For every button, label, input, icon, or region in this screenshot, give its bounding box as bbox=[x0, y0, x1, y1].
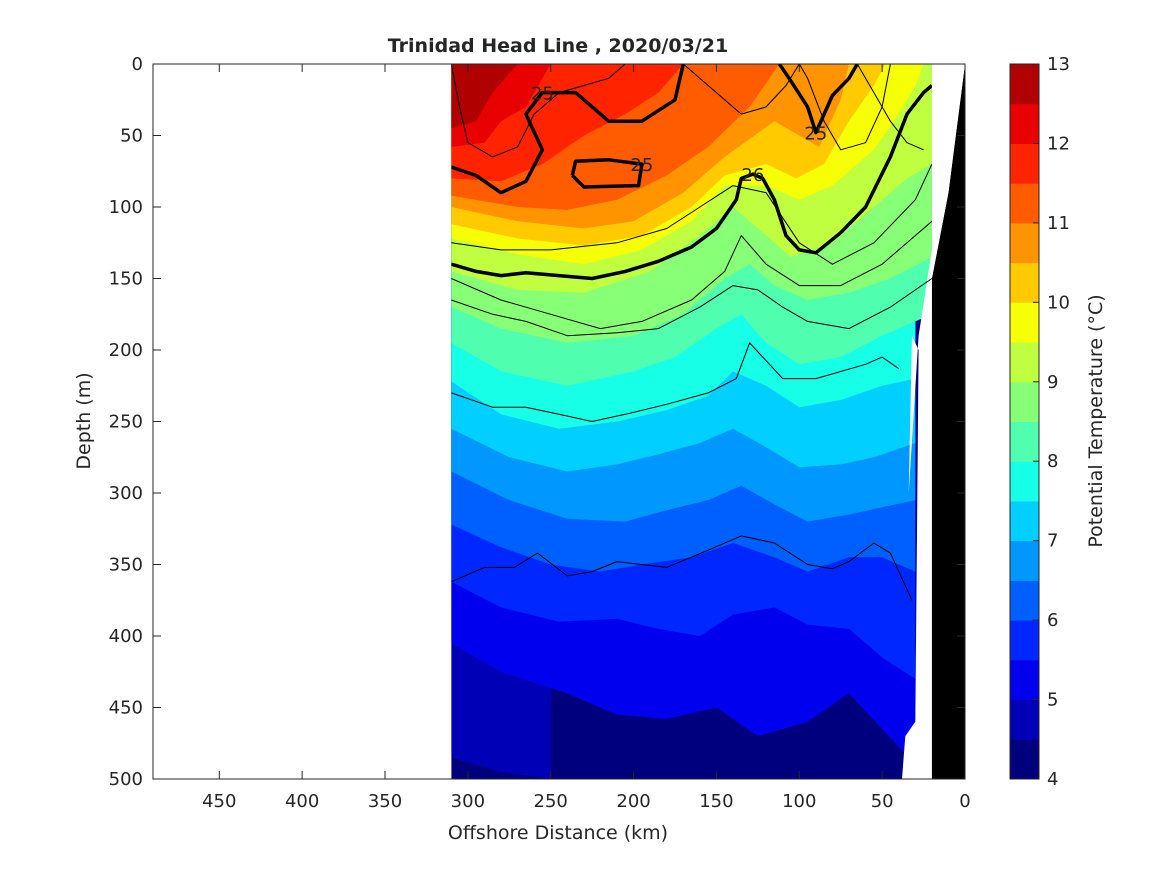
y-tick-label: 150 bbox=[109, 269, 143, 290]
y-tick-label: 500 bbox=[109, 769, 143, 790]
mask-bathymetry bbox=[931, 64, 965, 779]
y-tick-label: 0 bbox=[132, 54, 143, 75]
colorbar-tick-label: 12 bbox=[1047, 133, 1070, 154]
density-contour-line bbox=[451, 64, 686, 195]
colorbar-bin bbox=[1010, 302, 1039, 343]
density-contour-label: 25 bbox=[630, 155, 653, 176]
colorbar: 4 5 6 7 8 9 10 11 12 13 bbox=[1009, 54, 1070, 790]
y-tick-label: 400 bbox=[109, 626, 143, 647]
density-contour-label: 25 bbox=[531, 84, 554, 105]
colorbar-bin bbox=[1010, 143, 1039, 184]
colorbar-bin bbox=[1010, 580, 1039, 621]
density-contour-line bbox=[451, 535, 913, 601]
y-tick-label: 100 bbox=[109, 197, 143, 218]
x-tick-label: 100 bbox=[782, 791, 816, 812]
colorbar-bin bbox=[1010, 659, 1039, 701]
density-contour-label: 26 bbox=[741, 165, 764, 186]
x-tick-label: 200 bbox=[616, 791, 650, 812]
x-tick-label: 50 bbox=[871, 791, 894, 812]
contour-labels: 25 25 25 26 bbox=[531, 84, 827, 187]
x-tick-label: 250 bbox=[534, 791, 568, 812]
temperature-field bbox=[451, 64, 932, 779]
x-tick-label: 400 bbox=[285, 791, 319, 812]
density-contour-label: 25 bbox=[804, 124, 827, 145]
colorbar-bin bbox=[1010, 620, 1039, 661]
y-axis-label: Depth (m) bbox=[73, 372, 95, 469]
colorbar-label: Potential Temperature (°C) bbox=[1085, 294, 1107, 547]
colorbar-tick-label: 11 bbox=[1047, 213, 1070, 234]
colorbar-tick-label: 13 bbox=[1047, 54, 1070, 75]
colorbar-tick-label: 9 bbox=[1047, 372, 1058, 393]
colorbar-tick-label: 8 bbox=[1047, 451, 1058, 472]
y-tick-label: 450 bbox=[109, 698, 143, 719]
colorbar-bin bbox=[1010, 103, 1039, 144]
colorbar-bin bbox=[1010, 699, 1039, 740]
y-tick-label: 250 bbox=[109, 412, 143, 433]
density-contours bbox=[451, 64, 932, 601]
density-contour-line bbox=[856, 64, 924, 151]
colorbar-tick-label: 7 bbox=[1047, 531, 1058, 552]
colorbar-frame bbox=[1009, 63, 1040, 780]
colorbar-tick-label: 10 bbox=[1047, 292, 1070, 313]
x-tick-label: 350 bbox=[368, 791, 402, 812]
colorbar-bin bbox=[1010, 739, 1039, 780]
x-axis-label: Offshore Distance (km) bbox=[448, 822, 668, 844]
density-contour-line bbox=[777, 64, 859, 135]
chart-title: Trinidad Head Line , 2020/03/21 bbox=[388, 35, 728, 57]
colorbar-bin bbox=[1010, 262, 1039, 303]
colorbar-tick-label: 5 bbox=[1047, 690, 1058, 711]
colorbar-bin bbox=[1010, 540, 1039, 581]
x-tick-label: 300 bbox=[451, 791, 485, 812]
colorbar-bin bbox=[1010, 381, 1039, 422]
temperature-band-12_5 bbox=[451, 64, 518, 129]
density-contour-line bbox=[570, 158, 644, 189]
density-contour-line bbox=[451, 278, 932, 337]
colorbar-bin bbox=[1010, 222, 1039, 264]
density-contour-line bbox=[451, 163, 932, 265]
density-contour-line bbox=[451, 64, 626, 158]
colorbar-bin bbox=[1010, 183, 1039, 224]
density-contour-line bbox=[451, 220, 932, 330]
density-contour-line bbox=[451, 342, 899, 422]
x-tick-label: 150 bbox=[699, 791, 733, 812]
x-tick-label: 450 bbox=[202, 791, 236, 812]
colorbar-bin bbox=[1010, 421, 1039, 462]
colorbar-bin bbox=[1010, 342, 1039, 383]
density-contour-line bbox=[451, 84, 932, 281]
x-axis-ticks: 450 400 350 300 250 200 150 100 50 0 bbox=[202, 64, 971, 812]
masked-regions bbox=[902, 64, 965, 779]
mask-no-data bbox=[902, 64, 965, 779]
density-contour-line bbox=[682, 64, 800, 115]
colorbar-bin bbox=[1010, 461, 1039, 502]
x-tick-label: 0 bbox=[959, 791, 970, 812]
colorbar-bin bbox=[1010, 64, 1039, 105]
y-tick-label: 50 bbox=[120, 126, 143, 147]
y-axis-ticks: 0 50 100 150 200 250 300 350 400 450 500 bbox=[109, 54, 965, 790]
y-tick-label: 300 bbox=[109, 483, 143, 504]
colorbar-tick-label: 4 bbox=[1047, 769, 1058, 790]
colorbar-tick-label: 6 bbox=[1047, 610, 1058, 631]
y-tick-label: 350 bbox=[109, 555, 143, 576]
colorbar-bin bbox=[1010, 500, 1039, 542]
y-tick-label: 200 bbox=[109, 340, 143, 361]
